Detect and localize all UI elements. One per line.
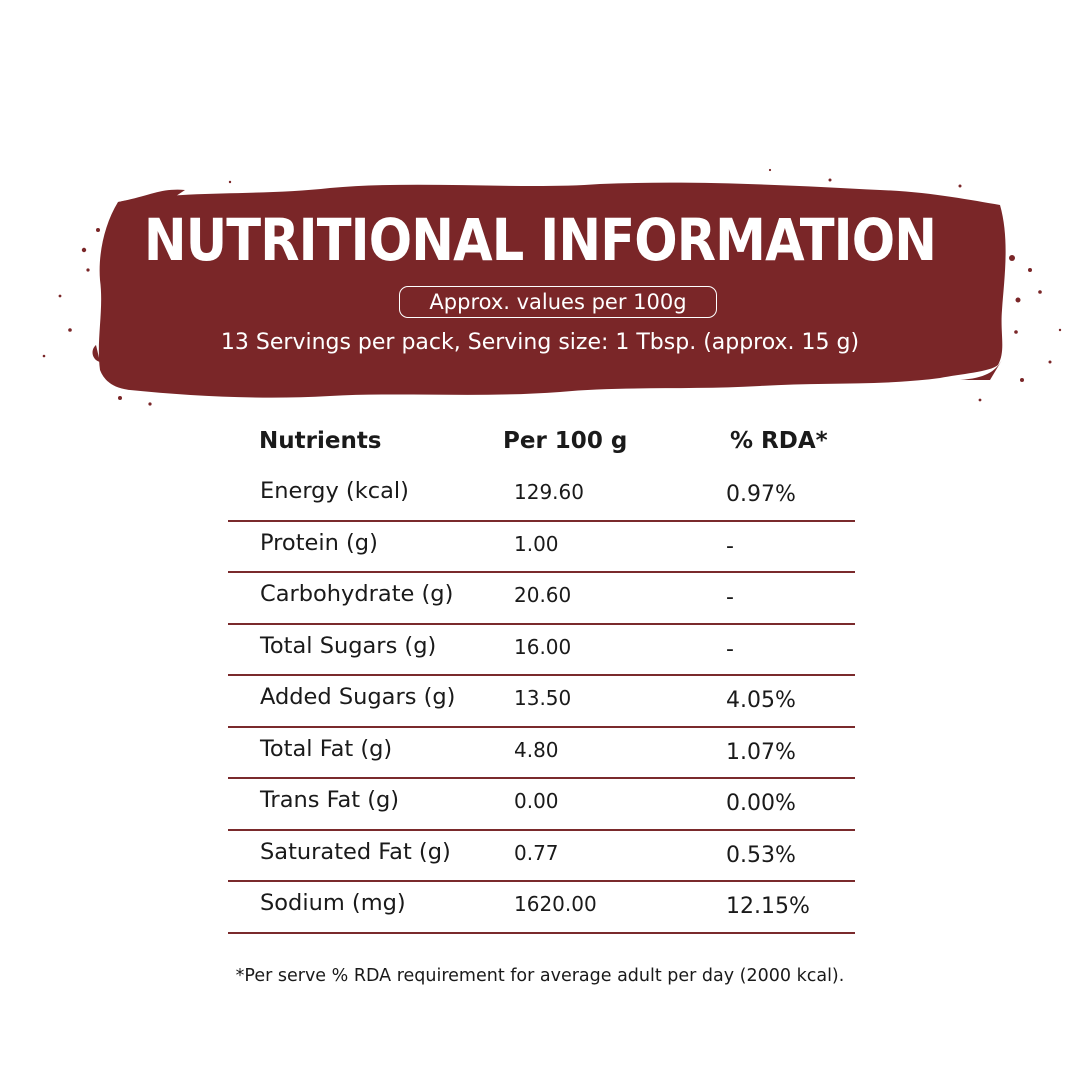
nutrient-value: 16.00 — [514, 634, 572, 659]
page-title: NUTRITIONAL INFORMATION — [143, 206, 937, 274]
nutrient-rda: 12.15% — [726, 894, 810, 919]
nutrition-table: Nutrients Per 100 g % RDA* Energy (kcal)… — [228, 418, 855, 934]
approx-values-badge: Approx. values per 100g — [399, 286, 717, 318]
nutrient-rda: - — [726, 585, 734, 610]
nutrient-rda: 0.53% — [726, 842, 796, 868]
table-row: Saturated Fat (g) 0.77 0.53% — [228, 831, 855, 882]
nutrient-name: Carbohydrate (g) — [260, 581, 454, 607]
table-row: Total Fat (g) 4.80 1.07% — [228, 728, 855, 779]
nutrient-value: 129.60 — [514, 480, 584, 504]
table-header: Nutrients Per 100 g % RDA* — [228, 418, 855, 470]
nutrient-rda: - — [726, 533, 734, 559]
nutrient-value: 0.77 — [514, 840, 559, 865]
table-row: Total Sugars (g) 16.00 - — [228, 625, 855, 676]
nutrient-value: 0.00 — [514, 789, 559, 813]
nutrient-name: Added Sugars (g) — [260, 684, 456, 710]
column-header-per-100g: Per 100 g — [503, 428, 628, 454]
nutrient-name: Saturated Fat (g) — [260, 838, 451, 865]
nutrient-name: Sodium (mg) — [260, 890, 406, 916]
nutrient-name: Total Fat (g) — [260, 735, 393, 762]
nutrient-rda: 1.07% — [726, 739, 796, 765]
nutrient-name: Protein (g) — [260, 529, 378, 556]
column-header-rda: % RDA* — [730, 428, 828, 454]
table-row: Added Sugars (g) 13.50 4.05% — [228, 676, 855, 728]
nutrient-value: 1.00 — [514, 531, 559, 556]
table-row: Sodium (mg) 1620.00 12.15% — [228, 882, 855, 934]
table-row: Energy (kcal) 129.60 0.97% — [228, 470, 855, 522]
nutrient-name: Trans Fat (g) — [260, 787, 400, 813]
table-row: Protein (g) 1.00 - — [228, 522, 855, 573]
nutrient-name: Energy (kcal) — [260, 478, 409, 504]
nutrient-value: 4.80 — [514, 737, 559, 762]
servings-info: 13 Servings per pack, Serving size: 1 Tb… — [220, 330, 860, 355]
table-row: Trans Fat (g) 0.00 0.00% — [228, 779, 855, 831]
banner-shape — [98, 182, 1006, 398]
column-header-nutrients: Nutrients — [259, 428, 382, 454]
rda-footnote: *Per serve % RDA requirement for average… — [235, 966, 845, 986]
nutrient-value: 20.60 — [514, 583, 572, 607]
nutrient-rda: 4.05% — [726, 688, 796, 713]
nutrient-rda: 0.00% — [726, 791, 796, 816]
nutrient-value: 13.50 — [514, 686, 572, 710]
table-row: Carbohydrate (g) 20.60 - — [228, 573, 855, 625]
nutrient-rda: - — [726, 636, 734, 662]
nutrient-rda: 0.97% — [726, 482, 796, 507]
nutrient-name: Total Sugars (g) — [260, 632, 437, 659]
nutrient-value: 1620.00 — [514, 892, 597, 916]
